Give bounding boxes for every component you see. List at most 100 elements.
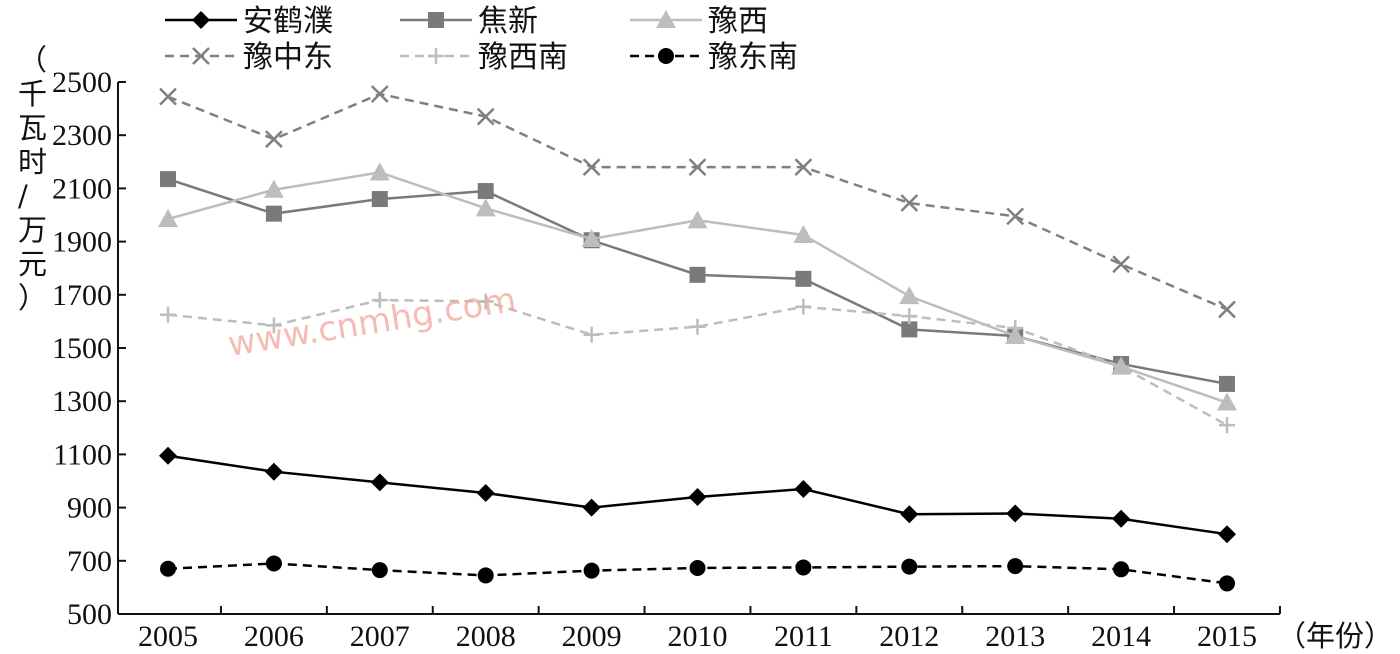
series-point xyxy=(900,194,919,212)
series-point xyxy=(1217,392,1237,411)
series-point xyxy=(901,321,918,338)
y-tick-label: 2100 xyxy=(52,172,112,205)
y-axis-label-char: 元 xyxy=(18,247,47,281)
series-point xyxy=(159,87,177,106)
series-point xyxy=(688,487,707,506)
legend-item: 豫西南 xyxy=(400,40,568,75)
series-point xyxy=(793,224,814,243)
series-point xyxy=(582,498,601,517)
series-point xyxy=(370,85,389,103)
series-point xyxy=(794,158,813,177)
series-group xyxy=(158,162,1237,411)
series-point xyxy=(656,10,676,28)
series-point xyxy=(901,558,918,575)
series-group xyxy=(160,555,1235,592)
x-tick-label: 2014 xyxy=(1091,620,1151,653)
x-axis-ticks: 2005 2006 2007 2008 2009 2010 2011 2012 2013 2014… xyxy=(138,606,1281,653)
series-point xyxy=(687,210,708,229)
series-point xyxy=(900,505,919,524)
series-point xyxy=(1218,300,1236,319)
x-tick-label: 2013 xyxy=(985,620,1045,653)
series-point xyxy=(1007,558,1024,575)
legend-label: 安鹤濮 xyxy=(243,4,333,39)
x-tick-label: 2008 xyxy=(456,620,516,653)
legend-label: 豫东南 xyxy=(708,40,798,75)
y-axis-label-char: 万 xyxy=(18,213,47,247)
y-tick-label: 1900 xyxy=(52,226,112,259)
y-axis-label: （千瓦时/万元） xyxy=(18,43,47,315)
series-point xyxy=(794,479,813,498)
series-point xyxy=(192,11,210,29)
x-tick-label: 2011 xyxy=(774,620,833,653)
series-point xyxy=(1006,207,1025,226)
legend-item: 焦新 xyxy=(400,4,538,39)
watermark-text: www.cnmhg.com xyxy=(225,280,519,365)
series-point xyxy=(795,270,812,287)
series-point xyxy=(899,286,920,305)
series-point xyxy=(1113,358,1130,375)
series-point xyxy=(371,562,388,579)
series-point xyxy=(265,130,283,149)
series-point xyxy=(264,462,283,481)
series-point xyxy=(158,208,178,227)
x-tick-label: 2015 xyxy=(1197,620,1257,653)
x-tick-label: 2009 xyxy=(562,620,622,653)
series-point xyxy=(428,48,444,64)
legend-label: 焦新 xyxy=(478,4,538,39)
series-point xyxy=(371,292,388,309)
chart-series xyxy=(158,85,1237,592)
series-point xyxy=(1219,375,1235,392)
series-group xyxy=(160,292,1235,434)
series-point xyxy=(160,171,176,188)
series-point xyxy=(369,162,390,181)
y-tick-label: 1500 xyxy=(52,332,112,365)
legend-label: 豫西 xyxy=(708,4,768,39)
series-point xyxy=(477,567,494,584)
series-point xyxy=(1112,509,1131,528)
series-point xyxy=(192,47,210,65)
series-point xyxy=(1112,255,1130,274)
series-point xyxy=(688,158,707,177)
y-tick-label: 900 xyxy=(67,492,112,525)
series-point xyxy=(265,205,282,222)
y-axis-label-char: 千 xyxy=(18,77,47,111)
series-point xyxy=(1219,575,1235,592)
x-tick-label: 2010 xyxy=(668,620,728,653)
series-point xyxy=(795,298,812,315)
series-point xyxy=(582,158,601,177)
series-point xyxy=(901,308,918,325)
legend-label: 豫中东 xyxy=(243,40,333,75)
series-point xyxy=(583,326,600,343)
series-point xyxy=(476,107,495,126)
series-point xyxy=(1113,561,1130,578)
series-point xyxy=(1219,417,1235,434)
x-tick-label: 2005 xyxy=(138,620,198,653)
x-axis-label: （年份） xyxy=(1277,619,1393,653)
legend-item: 安鹤濮 xyxy=(165,4,333,39)
y-tick-label: 1100 xyxy=(53,438,112,471)
series-point xyxy=(476,483,495,502)
series-point xyxy=(795,559,812,576)
y-axis-label-char: 时 xyxy=(18,145,47,179)
y-tick-label: 500 xyxy=(67,598,112,631)
series-group xyxy=(159,85,1236,319)
x-tick-label: 2006 xyxy=(244,620,304,653)
series-point xyxy=(370,473,389,492)
y-axis-label-char: （ xyxy=(18,43,47,77)
y-axis-label-char: / xyxy=(18,179,28,213)
series-point xyxy=(689,318,706,335)
series-point xyxy=(1218,525,1236,544)
y-tick-label: 2300 xyxy=(52,119,112,152)
x-tick-label: 2012 xyxy=(879,620,939,653)
series-point xyxy=(160,560,176,577)
series-point xyxy=(159,446,177,465)
series-group xyxy=(160,171,1235,392)
legend-item: 豫西 xyxy=(630,4,768,39)
y-axis-label-char: ） xyxy=(18,281,47,315)
series-point xyxy=(583,562,600,579)
legend-item: 豫东南 xyxy=(630,40,798,75)
x-tick-label: 2007 xyxy=(350,620,410,653)
y-axis-label-char: 瓦 xyxy=(18,111,47,145)
series-point xyxy=(265,317,282,334)
